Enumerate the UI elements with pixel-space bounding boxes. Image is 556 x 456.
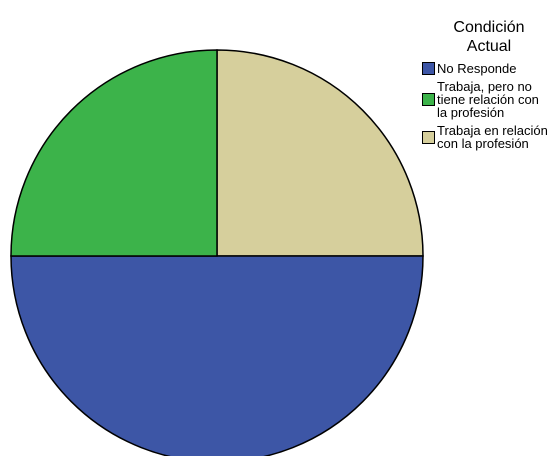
legend-label-trabaja-sin-relacion: Trabaja, pero no tiene relación con la p… bbox=[437, 79, 539, 120]
legend-swatch-trabaja-sin-relacion bbox=[422, 93, 435, 106]
legend: Condición Actual No Responde Trabaja, pe… bbox=[422, 18, 556, 155]
legend-label-trabaja-con-relacion: Trabaja en relación con la profesión bbox=[437, 123, 548, 151]
legend-swatch-trabaja-con-relacion bbox=[422, 130, 435, 144]
legend-item-trabaja-con-relacion: Trabaja en relación con la profesión bbox=[422, 124, 556, 150]
pie-slice-3 bbox=[10, 49, 218, 257]
legend-title: Condición Actual bbox=[422, 18, 556, 56]
legend-item-no-responde: No Responde bbox=[422, 62, 556, 75]
legend-item-trabaja-sin-relacion: Trabaja, pero no tiene relación con la p… bbox=[422, 80, 556, 119]
legend-title-line-1: Condición bbox=[453, 19, 525, 36]
legend-swatch-no-responde bbox=[422, 62, 435, 75]
pie-slice-2 bbox=[10, 255, 424, 456]
legend-title-line-2: Actual bbox=[466, 38, 512, 55]
legend-label-no-responde: No Responde bbox=[437, 61, 517, 76]
pie-slices bbox=[10, 49, 424, 456]
pie-slice-1 bbox=[216, 49, 424, 257]
